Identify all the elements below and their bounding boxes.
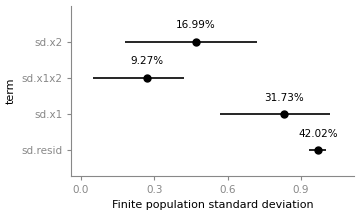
Text: 42.02%: 42.02% <box>298 129 338 139</box>
Text: 9.27%: 9.27% <box>130 56 163 67</box>
X-axis label: Finite population standard deviation: Finite population standard deviation <box>112 200 314 210</box>
Text: 31.73%: 31.73% <box>264 93 303 103</box>
Y-axis label: term: term <box>5 78 15 104</box>
Text: 16.99%: 16.99% <box>176 20 216 30</box>
